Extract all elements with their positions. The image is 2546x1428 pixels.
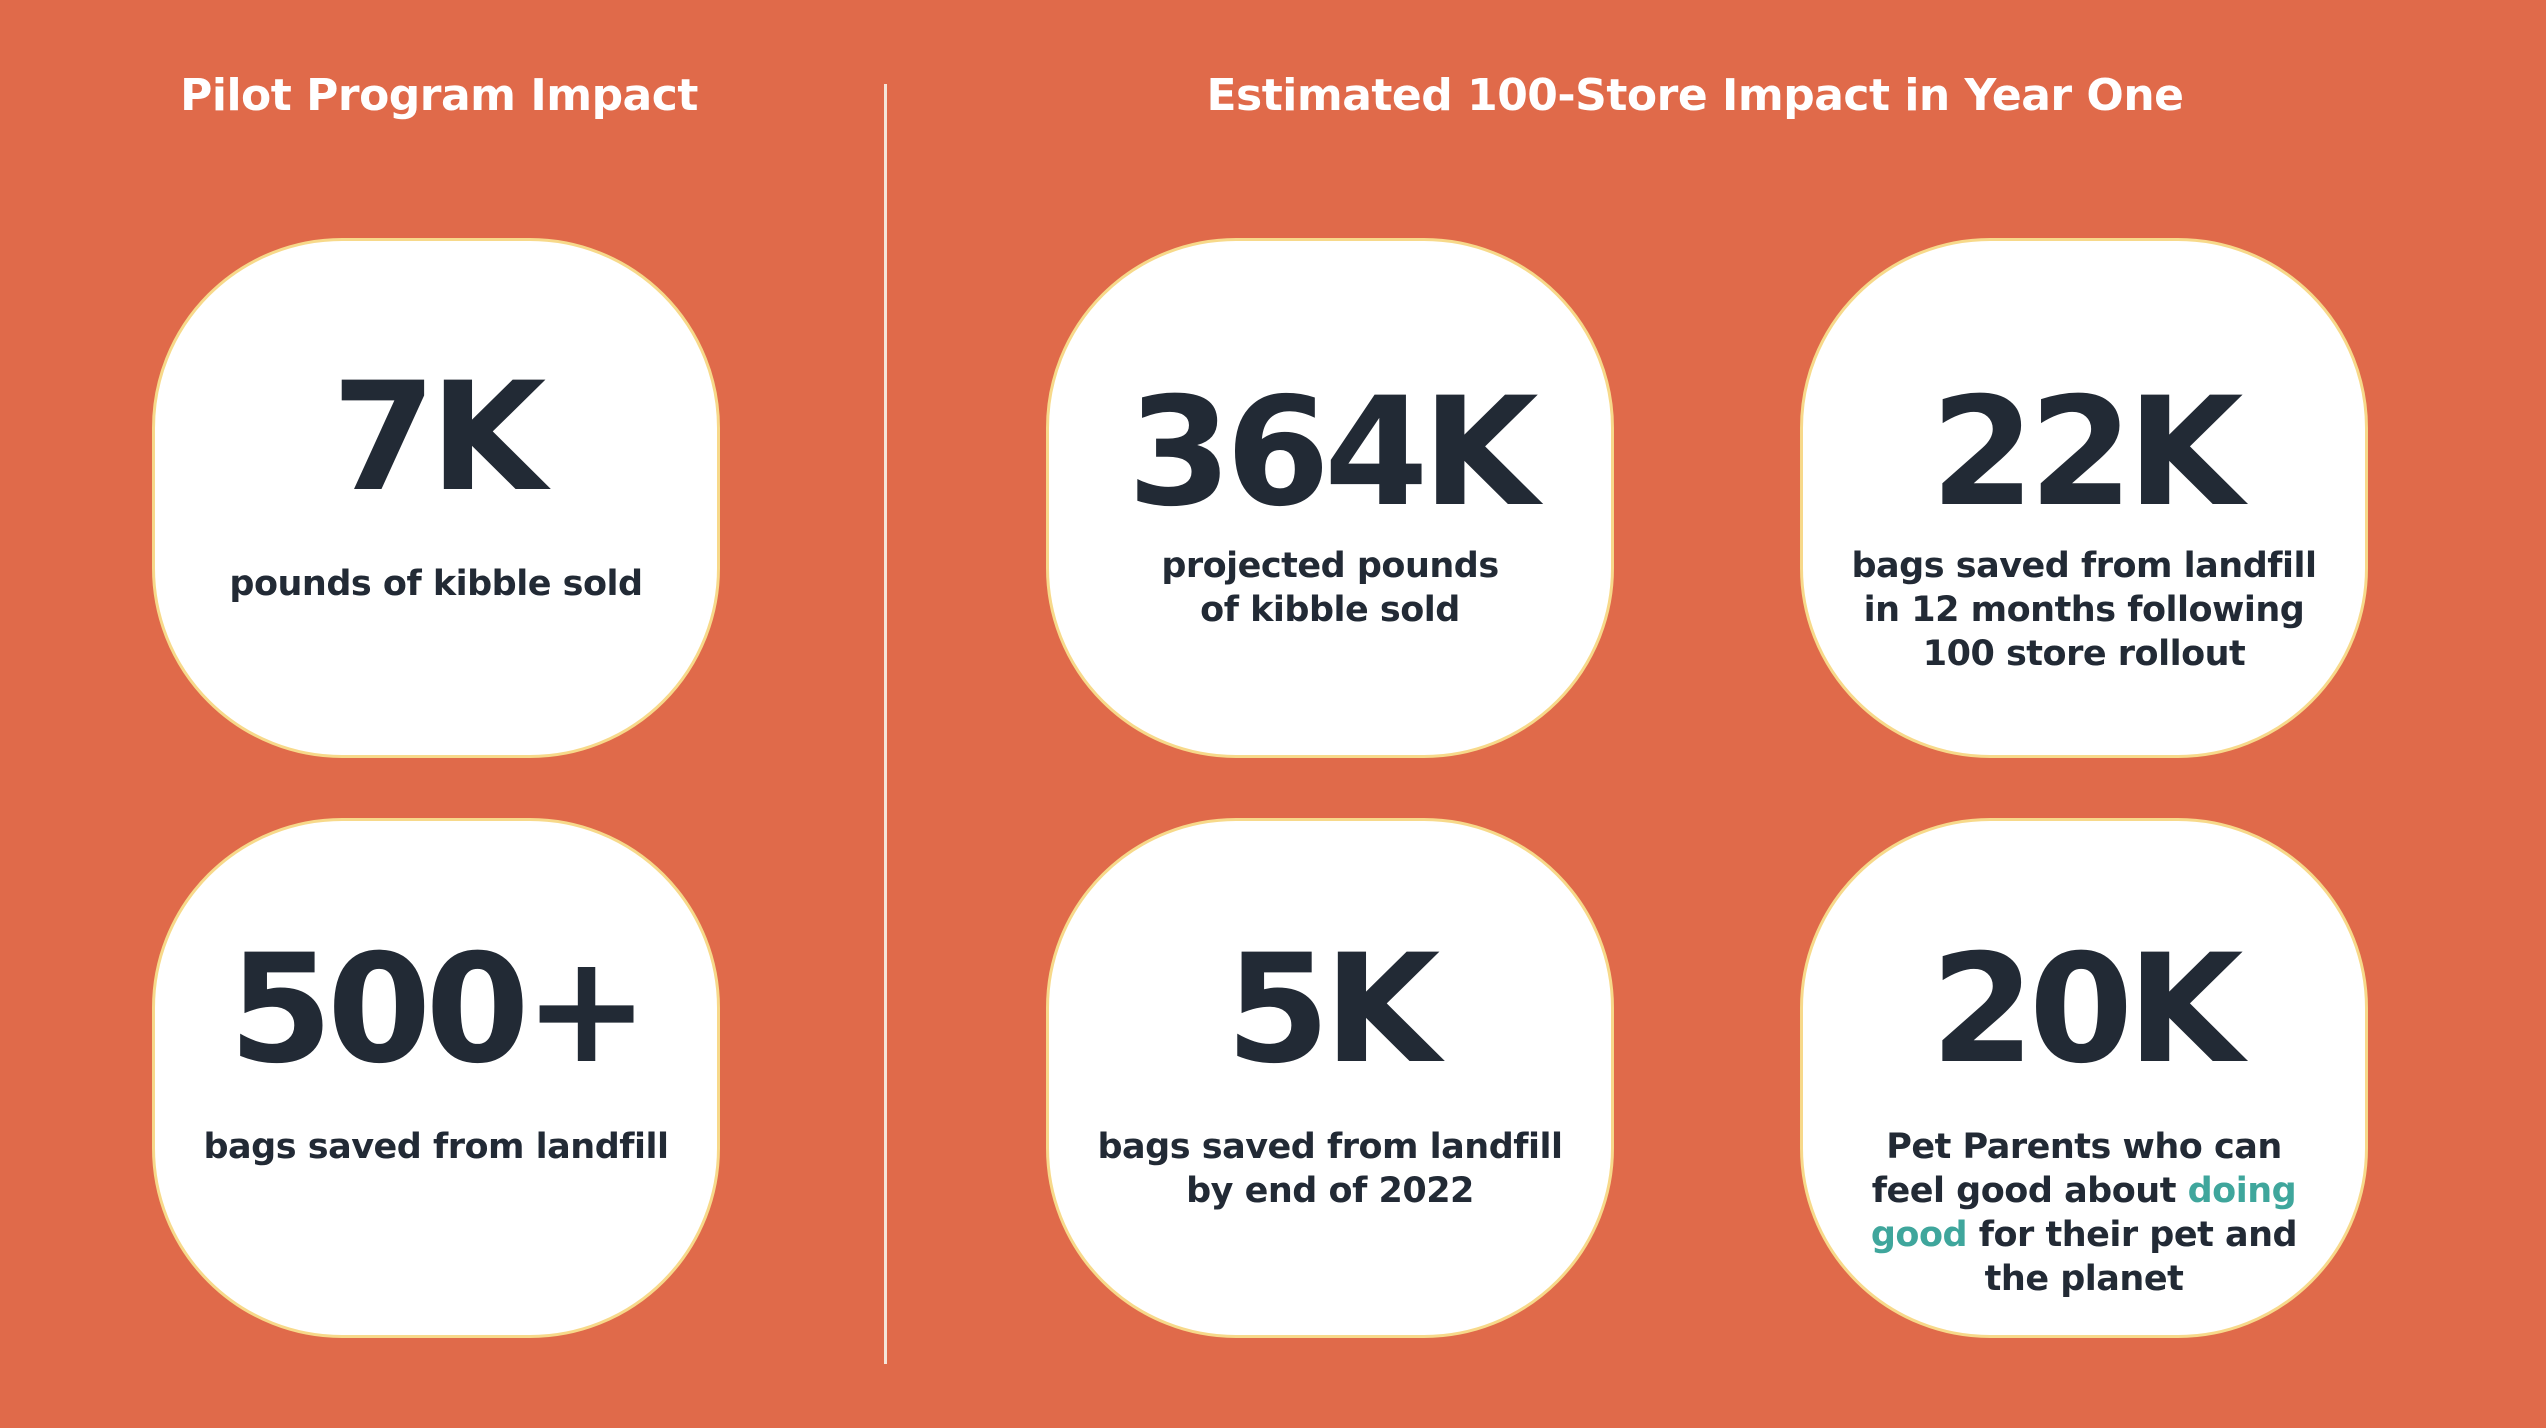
stat-description: Pet Parents who can feel good about doin… [1823,1125,2345,1301]
stat-value: 500+ [228,923,650,1097]
stat-description-line: feel good about doing [1823,1169,2345,1213]
stat-card-bags-2022: 5K bags saved from landfill by end of 20… [1046,818,1614,1338]
stat-description-text: for their pet and [1967,1215,2298,1255]
stat-description-text: feel good about [1871,1171,2188,1211]
stat-card-projected-bags-12mo: 22K bags saved from landfill in 12 month… [1800,238,2368,758]
stat-card-pilot-bags: 500+ bags saved from landfill [152,818,720,1338]
stat-description-line: bags saved from landfill [1851,546,2317,586]
stat-card-pet-parents: 20K Pet Parents who can feel good about … [1800,818,2368,1338]
pilot-section-title: Pilot Program Impact [180,70,698,121]
stat-card-projected-kibble: 364K projected pounds of kibble sold [1046,238,1614,758]
section-divider [884,84,887,1364]
stat-description: bags saved from landfill in 12 months fo… [1823,544,2345,676]
stat-card-pilot-kibble: 7K pounds of kibble sold [152,238,720,758]
accent-text: doing [2187,1171,2297,1211]
accent-text: good [1870,1215,1968,1255]
estimated-section-title: Estimated 100-Store Impact in Year One [1206,70,2184,121]
stat-description-line: in 12 months following [1863,590,2305,630]
stat-value: 22K [1930,366,2244,540]
stat-description-line: by end of 2022 [1186,1171,1474,1211]
stat-description: bags saved from landfill [175,1125,697,1169]
stat-description-line: pounds of kibble sold [229,564,643,604]
stat-description: pounds of kibble sold [175,562,697,606]
stat-value: 364K [1127,366,1538,540]
stat-description-line: Pet Parents who can [1886,1127,2282,1167]
stat-value: 5K [1225,923,1441,1097]
stat-description: projected pounds of kibble sold [1069,544,1591,632]
stat-description-line: good for their pet and [1823,1213,2345,1257]
stat-description-line: of kibble sold [1200,590,1460,630]
stat-value: 7K [331,351,547,525]
stat-description-line: 100 store rollout [1922,634,2246,674]
stat-description-line: projected pounds [1161,546,1499,586]
stat-description: bags saved from landfill by end of 2022 [1069,1125,1591,1213]
stat-value: 20K [1930,923,2244,1097]
stat-description-line: bags saved from landfill [203,1127,669,1167]
stat-description-line: bags saved from landfill [1097,1127,1563,1167]
stat-description-line: the planet [1984,1259,2184,1299]
